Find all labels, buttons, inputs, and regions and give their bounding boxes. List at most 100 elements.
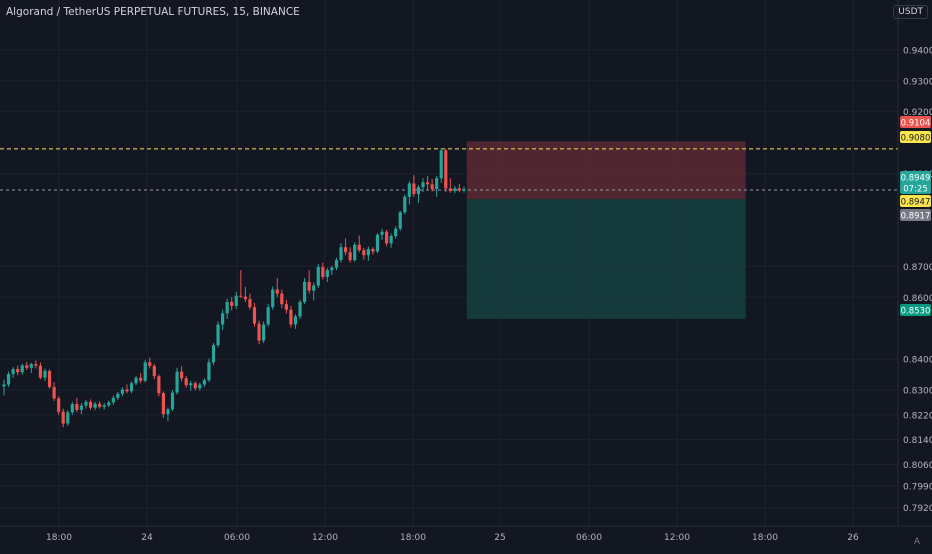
- candle-body: [357, 244, 361, 251]
- candle-body: [66, 412, 70, 424]
- candle-body: [225, 301, 229, 314]
- price-label-text: 0.8949: [901, 174, 931, 184]
- candle-body: [394, 228, 398, 237]
- candle-body: [47, 370, 52, 387]
- position-tool[interactable]: [466, 141, 746, 319]
- candle-body: [189, 383, 193, 386]
- candle-body: [412, 183, 416, 194]
- price-label-yellow: 0.9080: [900, 131, 931, 144]
- candle-body: [239, 295, 243, 297]
- candle-body: [198, 384, 202, 389]
- candle-body: [234, 295, 238, 306]
- candle-body: [243, 296, 247, 300]
- candle-body: [111, 397, 115, 403]
- time-axis[interactable]: 18:00 24 06:00 12:00 18:00 25 06:00 12:00 18:00 2…: [0, 525, 932, 543]
- horizontal-lines[interactable]: [0, 148, 898, 191]
- candle-body: [148, 362, 152, 366]
- candle-body: [57, 398, 61, 412]
- candle-body: [152, 365, 156, 377]
- candle-body: [98, 403, 102, 407]
- candle-body: [221, 313, 225, 325]
- price-label-text: 0.9080: [901, 134, 931, 144]
- candle-body: [43, 370, 47, 378]
- candle-body: [93, 403, 97, 408]
- price-tick-label: 0.9200: [903, 108, 932, 118]
- auto-scale-button[interactable]: A: [913, 537, 920, 547]
- candle-body: [157, 376, 161, 394]
- candle-body: [289, 309, 293, 325]
- candle-body: [334, 260, 339, 268]
- take-profit-zone[interactable]: [466, 199, 746, 319]
- price-tick-label: 0.8140: [903, 436, 932, 446]
- price-axis[interactable]: 0.94000.93000.92000.90000.87000.86000.84…: [897, 0, 932, 526]
- candle-body: [293, 316, 298, 325]
- candle-body: [252, 307, 257, 324]
- candle-body: [371, 249, 375, 252]
- candle-body: [380, 231, 384, 235]
- price-label-text: 07:25: [903, 185, 928, 195]
- candle-body: [348, 252, 352, 261]
- price-tick-label: 0.8600: [903, 294, 932, 304]
- candle-body: [407, 183, 411, 197]
- candle-body: [435, 178, 439, 190]
- candle-body: [366, 249, 370, 256]
- price-label-gray: 0.8917: [900, 209, 931, 222]
- candle-body: [275, 289, 279, 294]
- candle-body: [16, 369, 20, 373]
- time-tick-label: 06:00: [576, 533, 602, 543]
- candle-body: [88, 401, 93, 408]
- price-tick-label: 0.7920: [903, 504, 932, 514]
- price-label-countdown: 07:25: [900, 182, 931, 195]
- price-label-background: [900, 182, 931, 194]
- price-tick-label: 0.8300: [903, 387, 932, 397]
- candle-body: [384, 231, 389, 244]
- candle-body: [307, 281, 311, 291]
- price-label-yellow: 0.8947: [900, 195, 931, 208]
- candle-body: [25, 365, 29, 368]
- candle-body: [321, 266, 325, 277]
- candle-body: [343, 247, 348, 253]
- candle-body: [430, 184, 434, 190]
- candle-body: [389, 236, 393, 244]
- candle-body: [175, 371, 179, 393]
- price-label-background: [900, 304, 931, 316]
- price-label-target: 0.8530: [900, 304, 931, 317]
- candle-body: [439, 150, 443, 179]
- candle-body: [457, 188, 462, 191]
- candle-body: [303, 281, 307, 302]
- price-tick-label: 0.7990: [903, 482, 932, 492]
- candle-body: [248, 299, 252, 308]
- candle-body: [462, 189, 466, 191]
- price-label-text: 0.8530: [901, 307, 931, 317]
- candle-body: [421, 182, 425, 188]
- candle-body: [448, 188, 452, 191]
- price-label-text: 0.8917: [901, 212, 931, 222]
- price-tick-label: 0.8060: [903, 461, 932, 471]
- candle-body: [11, 369, 15, 375]
- price-label-text: 0.9104: [901, 119, 931, 129]
- price-tick-label: 0.9300: [903, 77, 932, 87]
- candle-body: [184, 378, 188, 386]
- candle-body: [161, 393, 165, 415]
- time-tick-label: 12:00: [312, 533, 338, 543]
- candle-body: [316, 266, 320, 286]
- candle-body: [75, 404, 79, 410]
- candle-body: [230, 301, 234, 306]
- price-label-stop: 0.9104: [900, 116, 931, 129]
- candle-body: [330, 267, 334, 271]
- candle-body: [180, 371, 184, 379]
- price-label-current: 0.8949: [900, 171, 931, 184]
- price-label-text: 0.8947: [901, 198, 931, 208]
- candle-body: [444, 150, 448, 189]
- price-label-background: [900, 131, 931, 143]
- stop-loss-zone[interactable]: [466, 141, 746, 200]
- currency-badge[interactable]: USDT: [893, 5, 928, 19]
- candle-body: [79, 405, 84, 410]
- grid: [0, 0, 898, 526]
- candle-body: [425, 182, 430, 185]
- candle-body: [375, 234, 380, 252]
- candles: [2, 148, 466, 428]
- time-tick-label: 06:00: [224, 533, 250, 543]
